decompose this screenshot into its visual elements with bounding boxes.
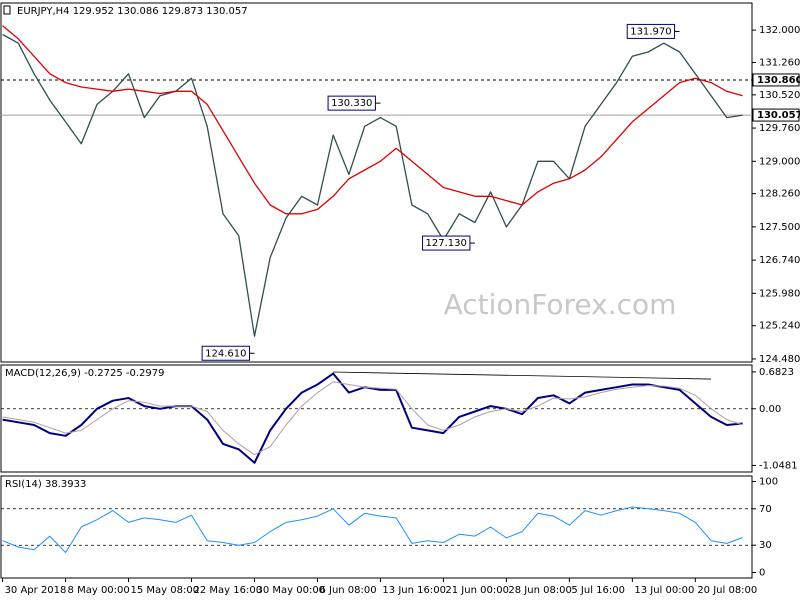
series-line [2,381,743,456]
x-tick-label: 5 Jul 16:00 [571,585,625,596]
annotation-label: 124.610 [205,348,246,359]
panel-title: EURJPY,H4 129.952 130.086 129.873 130.05… [17,6,248,17]
x-tick-label: 21 Jun 00:00 [445,585,509,596]
x-tick-label: 13 Jul 00:00 [634,585,694,596]
y-tick-label: 125.980 [759,288,800,299]
y-tick-label: 125.240 [759,321,800,332]
y-tick-label: 126.740 [759,255,800,266]
x-tick-label: 8 May 00:00 [68,585,130,596]
series-line [2,506,743,553]
watermark: ActionForex.com [444,288,677,321]
panel-frame [0,2,753,363]
y-tick-label: 30 [759,540,772,551]
price-label-box [752,73,800,87]
x-tick-label: 30 May 00:00 [256,585,325,596]
series-line [2,25,743,215]
y-tick-label: 127.500 [759,222,800,233]
panel-title: MACD(12,26,9) -0.2725 -0.2979 [5,368,165,379]
symbol-icon [3,5,11,15]
x-tick-label: 13 Jun 16:00 [382,585,446,596]
price-label: 130.860 [757,75,800,86]
panel-title: RSI(14) 38.3933 [5,479,86,490]
price-label: 130.057 [757,110,800,121]
y-tick-label: 129.000 [759,156,800,167]
y-tick-label: 128.260 [759,189,800,200]
series-line [2,372,743,464]
x-tick-label: 20 Jul 08:00 [697,585,757,596]
panel-plot: ActionForex.com [1,25,752,337]
panel-plot [1,506,752,553]
y-tick-label: 124.480 [759,354,800,365]
y-tick-label: 0 [759,568,765,579]
y-tick-label: 70 [759,504,772,515]
y-tick-label: 132.000 [759,25,800,36]
annotation-label: 130.330 [331,98,372,109]
panel-frame [0,364,753,473]
x-tick-label: 22 May 16:00 [194,585,263,596]
annotation-label: 127.130 [426,238,467,249]
y-tick-label: 100 [759,476,778,487]
y-tick-label: 130.520 [759,90,800,101]
y-tick-label: 0.00 [759,404,781,415]
panel-frame [0,475,753,579]
x-tick-label: 28 Jun 08:00 [508,585,572,596]
y-tick-label: -1.0481 [759,460,798,471]
x-tick-label: 6 Jun 08:00 [319,585,376,596]
x-tick-label: 15 May 08:00 [131,585,200,596]
price-label-box [752,108,800,122]
series-line [2,33,743,337]
panel-plot [1,371,752,464]
y-tick-label: 131.260 [759,57,800,68]
y-tick-label: 0.6823 [759,367,794,378]
trend-line [333,371,712,380]
y-tick-label: 129.760 [759,123,800,134]
x-tick-label: 30 Apr 2018 [5,585,67,596]
annotation-label: 131.970 [630,26,671,37]
